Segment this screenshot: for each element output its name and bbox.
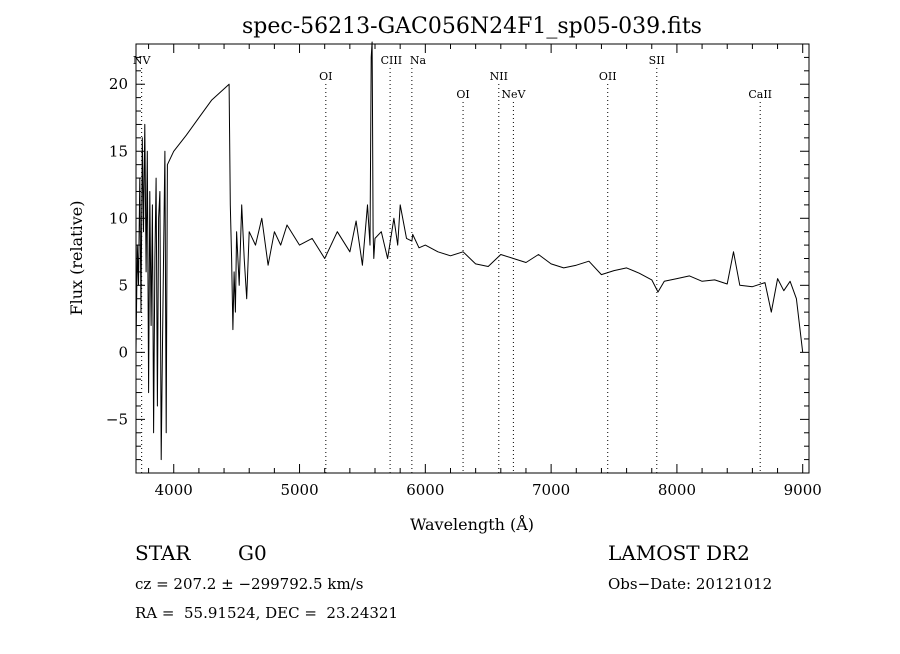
y-tick-label: −5 <box>106 410 128 428</box>
y-axis-ticks: −5 0 5 10 15 20 <box>106 56 809 461</box>
x-tick-label: 7000 <box>532 481 570 499</box>
object-class: STAR <box>135 541 191 565</box>
emission-line-label: SII <box>649 54 665 67</box>
x-tick-label: 6000 <box>406 481 444 499</box>
emission-line-label: OI <box>456 88 469 101</box>
chart-title: spec-56213-GAC056N24F1_sp05-039.fits <box>242 14 702 39</box>
observation-date: Obs−Date: 20121012 <box>608 575 773 593</box>
y-tick-label: 15 <box>109 142 128 160</box>
redshift-velocity: cz = 207.2 ± −299792.5 km/s <box>135 575 364 593</box>
survey-name: LAMOST DR2 <box>608 541 750 565</box>
x-tick-label: 4000 <box>155 481 193 499</box>
emission-line-label: Na <box>410 54 427 67</box>
plot-frame <box>135 43 810 474</box>
sky-coordinates: RA = 55.91524, DEC = 23.24321 <box>135 604 399 622</box>
y-tick-label: 20 <box>109 75 128 93</box>
emission-line-label: OII <box>599 70 617 83</box>
x-tick-label: 9000 <box>784 481 822 499</box>
spectrum-series-line <box>135 41 804 461</box>
y-tick-label: 5 <box>118 276 128 294</box>
x-axis-label: Wavelength (Å) <box>410 514 534 534</box>
x-tick-label: 8000 <box>658 481 696 499</box>
x-axis-ticks: 4000 5000 6000 7000 8000 9000 <box>148 44 822 499</box>
y-axis-label: Flux (relative) <box>67 201 86 316</box>
emission-line-label: NII <box>490 70 508 83</box>
emission-line-label: NeV <box>501 88 526 101</box>
emission-line-label: CaII <box>748 88 772 101</box>
x-tick-label: 5000 <box>280 481 318 499</box>
y-tick-label: 10 <box>109 209 128 227</box>
object-subclass: G0 <box>238 541 267 565</box>
emission-line-label: OI <box>319 70 332 83</box>
y-tick-label: 0 <box>118 343 128 361</box>
emission-line-label: CIII <box>381 54 402 67</box>
